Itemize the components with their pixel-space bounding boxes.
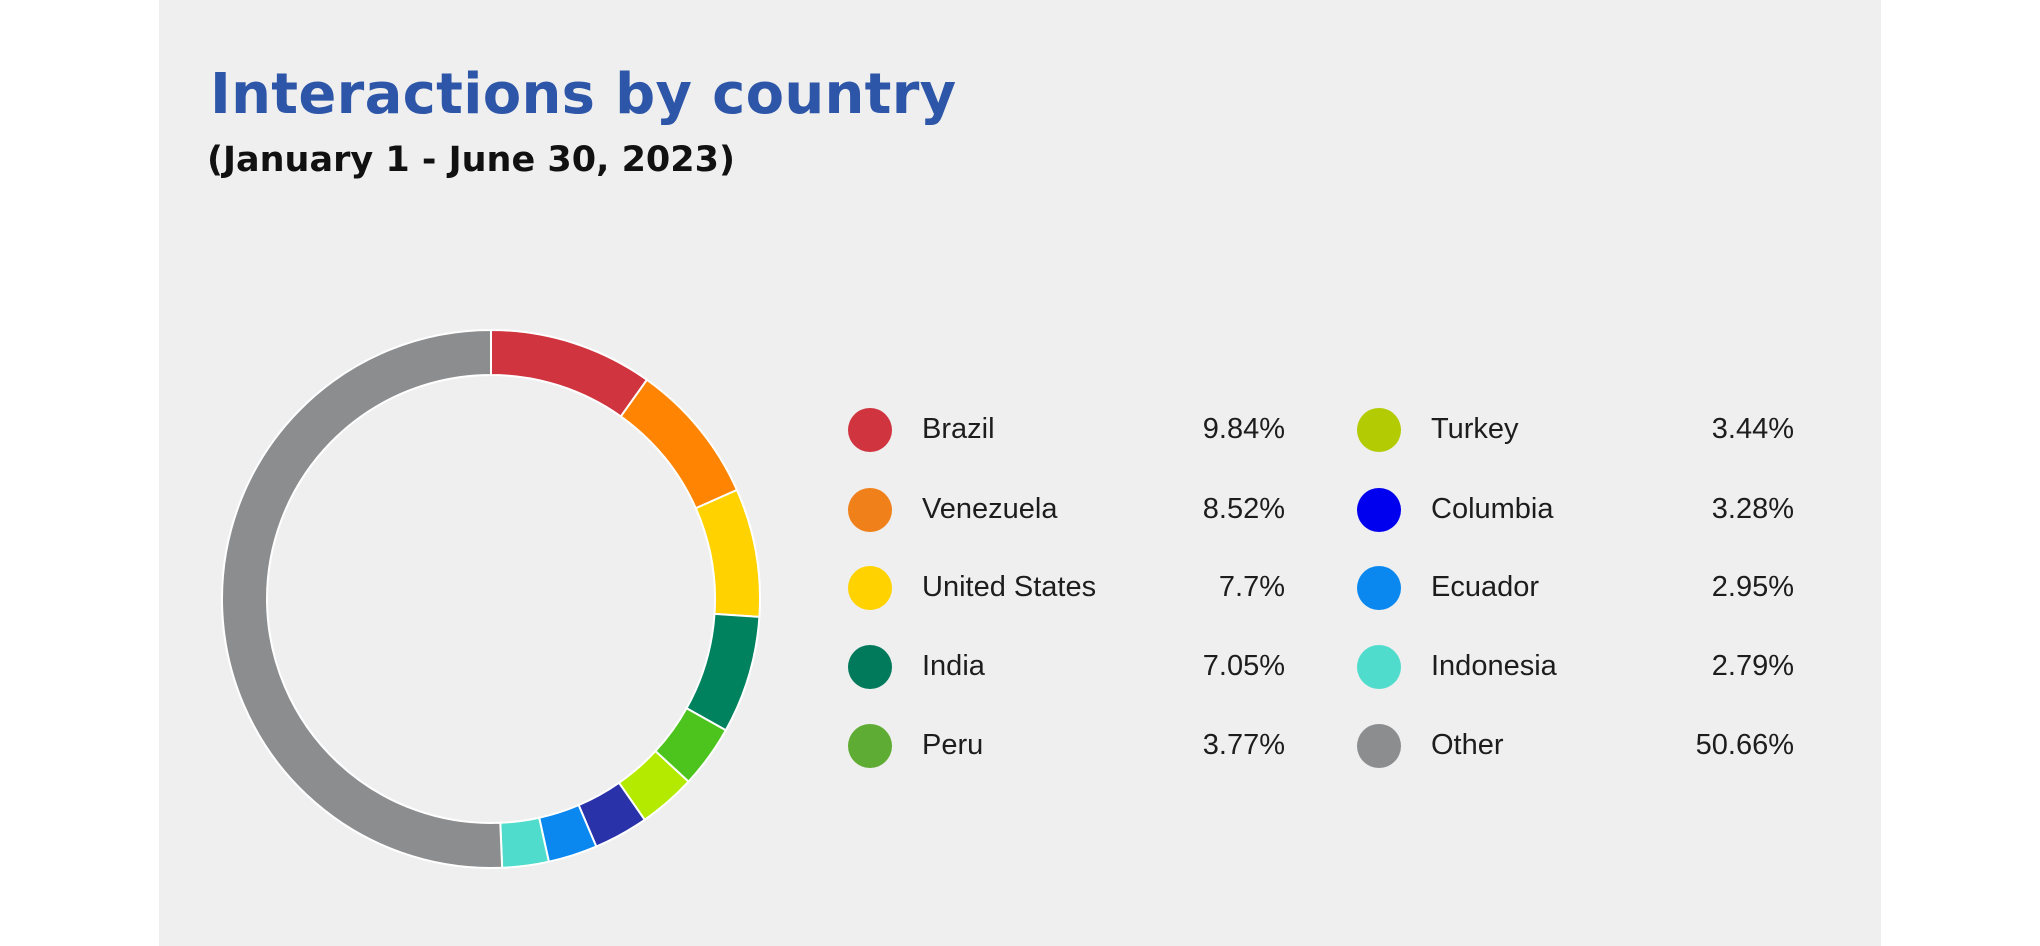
legend-value: 2.95%: [1711, 571, 1794, 603]
legend-swatch: [848, 724, 892, 768]
legend-item-ecuador: Ecuador 2.95%: [1357, 564, 1794, 614]
legend-label: Other: [1431, 729, 1504, 761]
legend-label: Ecuador: [1431, 571, 1540, 603]
legend-label: Brazil: [922, 413, 995, 445]
legend-swatch: [1357, 724, 1401, 768]
legend-label: Turkey: [1431, 413, 1519, 445]
legend-value: 7.05%: [1202, 650, 1285, 682]
legend-value: 3.28%: [1711, 493, 1794, 525]
chart-subtitle: (January 1 - June 30, 2023): [207, 140, 735, 180]
legend-swatch: [1357, 645, 1401, 689]
slice-indonesia: [499, 816, 551, 869]
slice-venezuela: [619, 378, 739, 510]
legend-swatch: [1357, 566, 1401, 610]
donut-chart: [221, 329, 761, 869]
legend-swatch: [848, 408, 892, 452]
legend-item-peru: Peru 3.77%: [848, 722, 1285, 772]
legend-item-united-states: United States 7.7%: [848, 564, 1285, 614]
slice-india: [685, 612, 761, 732]
slice-other: [221, 329, 504, 869]
legend-value: 2.79%: [1711, 650, 1794, 682]
legend-item-columbia: Columbia 3.28%: [1357, 486, 1794, 536]
legend-item-venezuela: Venezuela 8.52%: [848, 486, 1285, 536]
legend-swatch: [1357, 488, 1401, 532]
legend-label: India: [922, 650, 985, 682]
legend-value: 8.52%: [1202, 493, 1285, 525]
legend-label: United States: [922, 571, 1097, 603]
legend-swatch: [848, 645, 892, 689]
legend-value: 3.77%: [1202, 729, 1285, 761]
legend-item-brazil: Brazil 9.84%: [848, 406, 1285, 456]
legend-label: Indonesia: [1431, 650, 1557, 682]
legend-item-turkey: Turkey 3.44%: [1357, 406, 1794, 456]
legend-value: 9.84%: [1202, 413, 1285, 445]
chart-panel: Interactions by country (January 1 - Jun…: [159, 0, 1881, 946]
slice-united-states: [694, 488, 761, 618]
legend-item-india: India 7.05%: [848, 643, 1285, 693]
legend-value: 7.7%: [1218, 571, 1285, 603]
chart-title: Interactions by country: [210, 62, 957, 127]
slice-brazil: [490, 329, 649, 418]
legend-label: Columbia: [1431, 493, 1554, 525]
legend-value: 3.44%: [1711, 413, 1794, 445]
legend-swatch: [1357, 408, 1401, 452]
legend-label: Venezuela: [922, 493, 1058, 525]
legend-value: 50.66%: [1695, 729, 1794, 761]
legend-label: Peru: [922, 729, 984, 761]
legend-swatch: [848, 488, 892, 532]
legend-item-other: Other 50.66%: [1357, 722, 1794, 772]
legend-item-indonesia: Indonesia 2.79%: [1357, 643, 1794, 693]
legend-swatch: [848, 566, 892, 610]
